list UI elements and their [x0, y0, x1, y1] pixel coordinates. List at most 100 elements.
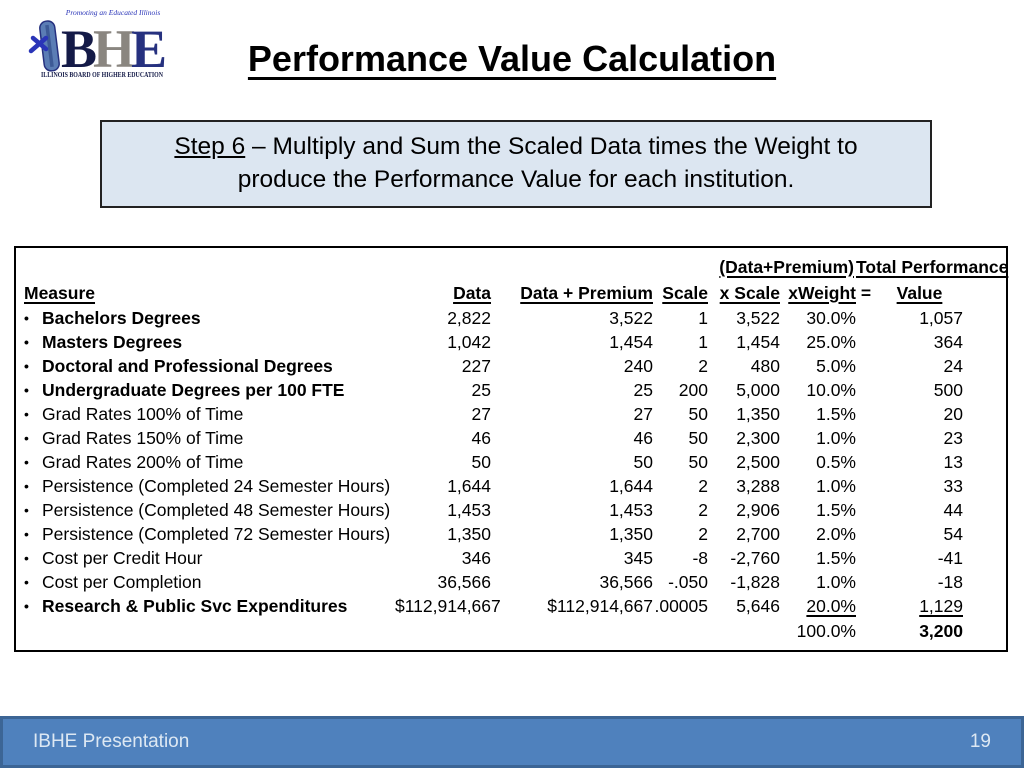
- data-cell: 27: [471, 403, 491, 424]
- scale-cell: .00005: [654, 595, 708, 616]
- data-premium-cell: 240: [623, 355, 653, 376]
- logo-caption: ILLINOIS BOARD OF HIGHER EDUCATION: [41, 71, 163, 79]
- header-total-performance-group: Total Performance: [856, 256, 1009, 277]
- table-header-columns: Measure Data Data + Premium Scale x Scal…: [16, 280, 1006, 306]
- data-cell: 1,644: [447, 475, 491, 496]
- bullet-icon: •: [24, 381, 29, 398]
- logo-letter-e: E: [131, 19, 165, 79]
- bullet-icon: •: [24, 501, 29, 518]
- bullet-icon: •: [24, 333, 29, 350]
- table-row: • Research & Public Svc Expenditures $112,…: [16, 594, 1006, 618]
- x-weight-cell: 1.0%: [816, 475, 856, 496]
- value-cell: 13: [943, 451, 963, 472]
- table-header-top: (Data+Premium) Total Performance: [16, 254, 1009, 280]
- table-rows: • Bachelors Degrees 2,822 3,522 1 3,522 30.0% 1…: [16, 306, 1006, 618]
- step-line-1: Step 6 – Multiply and Sum the Scaled Dat…: [174, 133, 857, 160]
- bullet-icon: •: [24, 477, 29, 494]
- scale-cell: 2: [698, 355, 708, 376]
- x-scale-cell: 2,906: [736, 499, 780, 520]
- table-row: • Undergraduate Degrees per 100 FTE 25 25 20…: [16, 378, 1006, 402]
- x-weight-cell: 1.0%: [816, 571, 856, 592]
- x-weight-cell: 1.5%: [816, 403, 856, 424]
- table-row: • Grad Rates 200% of Time 50 50 50 2,500 0.5% 1…: [16, 450, 1006, 474]
- data-cell: 1,350: [447, 523, 491, 544]
- data-cell: 1,042: [447, 331, 491, 352]
- logo-letters: BHE: [61, 19, 165, 79]
- measure-cell: • Cost per Credit Hour: [24, 548, 395, 569]
- bullet-icon: •: [24, 525, 29, 542]
- value-cell: 1,129: [919, 595, 963, 616]
- table-row: • Persistence (Completed 72 Semester Hour…: [16, 522, 1006, 546]
- measure-cell: • Persistence (Completed 72 Semester Hour…: [24, 524, 395, 545]
- bullet-icon: •: [24, 597, 29, 614]
- scale-cell: 50: [688, 403, 708, 424]
- scale-cell: 50: [688, 427, 708, 448]
- x-scale-cell: 1,350: [736, 403, 780, 424]
- performance-table: (Data+Premium) Total Performance Measure…: [14, 246, 1008, 652]
- scale-cell: 50: [688, 451, 708, 472]
- measure-label: Doctoral and Professional Degrees: [42, 355, 333, 376]
- measure-label: Cost per Credit Hour: [42, 547, 203, 568]
- table-row: • Cost per Completion 36,566 36,566 -.050 -1,…: [16, 570, 1006, 594]
- measure-cell: • Doctoral and Professional Degrees: [24, 356, 395, 377]
- value-cell: 44: [943, 499, 963, 520]
- measure-label: Research & Public Svc Expenditures: [42, 595, 348, 616]
- scale-cell: 2: [698, 499, 708, 520]
- measure-label: Cost per Completion: [42, 571, 202, 592]
- value-cell: 1,057: [919, 307, 963, 328]
- scale-cell: 2: [698, 523, 708, 544]
- measure-cell: • Research & Public Svc Expenditures: [24, 596, 395, 617]
- table-row: • Bachelors Degrees 2,822 3,522 1 3,522 30.0% 1…: [16, 306, 1006, 330]
- col-header-scale: Scale: [662, 282, 708, 303]
- x-scale-cell: 5,646: [736, 595, 780, 616]
- x-scale-cell: 2,500: [736, 451, 780, 472]
- bullet-icon: •: [24, 429, 29, 446]
- measure-label: Grad Rates 150% of Time: [42, 427, 244, 448]
- x-weight-cell: 30.0%: [806, 307, 856, 328]
- measure-cell: • Bachelors Degrees: [24, 308, 395, 329]
- measure-cell: • Cost per Completion: [24, 572, 395, 593]
- value-cell: 24: [943, 355, 963, 376]
- measure-cell: • Masters Degrees: [24, 332, 395, 353]
- x-scale-cell: 5,000: [736, 379, 780, 400]
- measure-label: Persistence (Completed 24 Semester Hours…: [42, 475, 391, 496]
- data-premium-cell: 46: [633, 427, 653, 448]
- scale-cell: 1: [698, 331, 708, 352]
- scale-cell: -.050: [668, 571, 708, 592]
- col-header-data-premium: Data + Premium: [520, 282, 653, 303]
- bullet-icon: •: [24, 309, 29, 326]
- step-text-2: produce the Performance Value for each i…: [237, 165, 795, 193]
- total-weight-cell: 100.0%: [796, 620, 856, 641]
- data-cell: 36,566: [437, 571, 491, 592]
- step-label: Step 6: [174, 133, 246, 160]
- data-premium-cell: 1,454: [609, 331, 653, 352]
- col-header-x-weight: xWeight: [788, 282, 856, 303]
- data-premium-cell: 3,522: [609, 307, 653, 328]
- x-weight-cell: 20.0%: [806, 595, 856, 616]
- value-cell: 23: [943, 427, 963, 448]
- scale-cell: 1: [698, 307, 708, 328]
- x-scale-cell: 3,522: [736, 307, 780, 328]
- data-premium-cell: 25: [633, 379, 653, 400]
- step-box: Step 6 – Multiply and Sum the Scaled Dat…: [100, 120, 932, 209]
- x-weight-cell: 1.5%: [816, 499, 856, 520]
- measure-label: Persistence (Completed 72 Semester Hours…: [42, 523, 391, 544]
- step-text-1: – Multiply and Sum the Scaled Data times…: [245, 133, 858, 160]
- measure-label: Bachelors Degrees: [42, 307, 201, 328]
- table-row: • Grad Rates 150% of Time 46 46 50 2,300 1.0% 2…: [16, 426, 1006, 450]
- data-cell: 50: [471, 451, 491, 472]
- measure-label: Masters Degrees: [42, 331, 183, 352]
- x-scale-cell: 1,454: [736, 331, 780, 352]
- measure-label: Grad Rates 200% of Time: [42, 451, 244, 472]
- ibhe-logo-icon: Promoting an Educated Illinois BHE ILLIN…: [28, 8, 169, 79]
- logo-tagline: Promoting an Educated Illinois: [65, 8, 161, 17]
- measure-label: Undergraduate Degrees per 100 FTE: [42, 379, 345, 400]
- data-premium-cell: 27: [633, 403, 653, 424]
- bullet-icon: •: [24, 549, 29, 566]
- measure-label: Grad Rates 100% of Time: [42, 403, 244, 424]
- table-row: • Persistence (Completed 48 Semester Hour…: [16, 498, 1006, 522]
- data-cell: 227: [461, 355, 491, 376]
- measure-cell: • Persistence (Completed 24 Semester Hour…: [24, 476, 395, 497]
- value-cell: 54: [943, 523, 963, 544]
